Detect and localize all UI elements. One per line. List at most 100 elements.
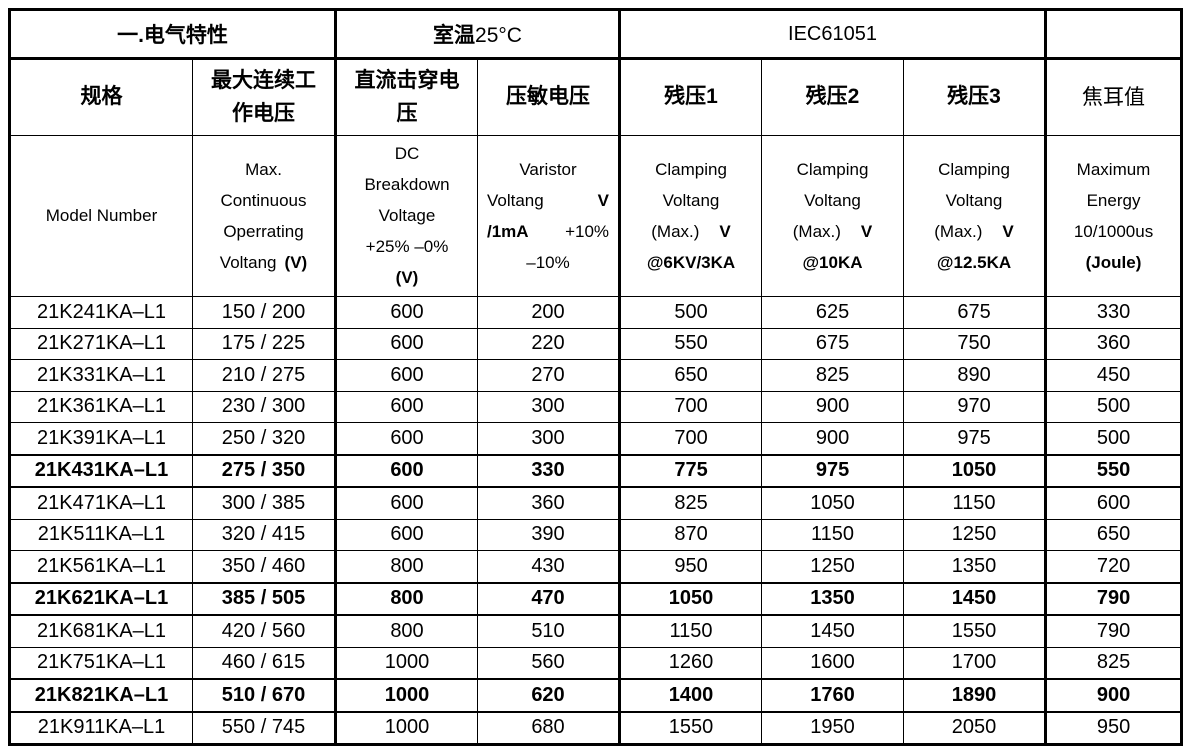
col-header-clamping-3: 残压3 (903, 58, 1048, 136)
value-cell: 500 (1045, 390, 1183, 423)
value-cell: 900 (761, 422, 905, 455)
subheader-text: V (597, 190, 610, 210)
subheader-text: Clamping (655, 159, 727, 179)
subheader-text: Max. (245, 159, 282, 179)
value-cell: 1260 (619, 646, 763, 680)
value-cell: 500 (619, 296, 763, 329)
value-cell: 1890 (903, 678, 1048, 713)
value-cell: 450 (1045, 359, 1183, 392)
col-subheader-model: Model Number (9, 135, 193, 297)
subheader-line: (Joule) (1047, 247, 1180, 278)
value-cell: 320 / 415 (192, 518, 337, 551)
subheader-text: Voltang (219, 252, 277, 272)
value-cell: 825 (761, 359, 905, 392)
table-row: 21K431KA–L1 275 / 350 600 330 775 975 1050 550 (9, 453, 1183, 488)
col-header-varistor-voltage: 压敏电压 (476, 58, 622, 136)
subheader-line: (Max.) V (763, 216, 903, 247)
subheader-text: V (1002, 221, 1014, 241)
value-cell: 300 (476, 422, 622, 455)
subheader-line: Voltang (V) (194, 247, 333, 278)
value-cell: 825 (1045, 646, 1183, 680)
value-cell: 950 (1045, 711, 1183, 745)
english-subheader-row: Model Number Max. Continuous Operrating Volt… (9, 135, 1183, 297)
model-number-cell: 21K511KA–L1 (9, 518, 193, 551)
subheader-text: (V) (284, 252, 308, 272)
model-number-cell: 21K391KA–L1 (9, 422, 193, 455)
value-cell: 460 / 615 (192, 646, 337, 680)
model-number-cell: 21K331KA–L1 (9, 359, 193, 392)
col-subheader-clamping-voltage-3: Clamping Voltang (Max.) V @12.5KA (903, 135, 1048, 297)
col-subheader-max-continuous-operating-voltage: Max. Continuous Operrating Voltang (V) (192, 135, 337, 297)
value-cell: 650 (619, 359, 763, 392)
value-cell: 675 (761, 327, 905, 360)
model-number-cell: 21K751KA–L1 (9, 646, 193, 680)
section-header-blank (1045, 9, 1183, 60)
value-cell: 360 (1045, 327, 1183, 360)
subheader-text: V (719, 221, 731, 241)
subheader-text: Breakdown (364, 175, 450, 194)
value-cell: 390 (476, 518, 622, 551)
table-row: 21K621KA–L1 385 / 505 800 470 1050 1350 1450 79… (9, 581, 1183, 616)
subheader-line: Voltage (337, 201, 477, 232)
subheader-text: /1mA (487, 221, 529, 241)
model-number-cell: 21K621KA–L1 (9, 581, 193, 616)
subheader-text: (Joule) (1085, 252, 1142, 272)
subheader-text: Energy (1086, 190, 1141, 210)
model-number-cell: 21K241KA–L1 (9, 296, 193, 329)
value-cell: 550 (619, 327, 763, 360)
value-cell: 1550 (903, 614, 1048, 648)
value-cell: 650 (1045, 518, 1183, 551)
subheader-text: Voltang (804, 190, 861, 210)
value-cell: 975 (761, 453, 905, 488)
value-cell: 700 (619, 390, 763, 423)
table-row: 21K911KA–L1 550 / 745 1000 680 1550 1950 2050 9… (9, 711, 1183, 745)
subheader-text: Voltang (945, 190, 1003, 210)
subheader-text: (Max.) (934, 221, 983, 241)
value-cell: 800 (335, 550, 478, 583)
col-header-clamping-2: 残压2 (761, 58, 905, 136)
value-cell: 790 (1045, 614, 1183, 648)
table-row: 21K471KA–L1 300 / 385 600 360 825 1050 1150 600 (9, 486, 1183, 520)
electrical-characteristics-table: 一.电气特性 室温25°C IEC61051 规格 最大连续工作电压 直流击穿电… (8, 8, 1184, 746)
col-subheader-varistor-voltage: Varistor Voltang V/1mA +10% –10% (476, 135, 622, 297)
value-cell: 1550 (619, 711, 763, 745)
value-cell: 620 (476, 678, 622, 713)
subheader-text: @6KV/3KA (646, 252, 736, 272)
subheader-line: Maximum (1047, 154, 1180, 185)
subheader-line: Voltang (905, 185, 1043, 216)
value-cell: 600 (335, 486, 478, 520)
subheader-text: Voltage (378, 206, 436, 225)
value-cell: 700 (619, 422, 763, 455)
col-header-clamping-1: 残压1 (619, 58, 763, 136)
value-cell: 300 (476, 390, 622, 423)
model-number-cell: 21K471KA–L1 (9, 486, 193, 520)
subheader-line: Varistor (479, 154, 617, 185)
subheader-line: (Max.) V (905, 216, 1043, 247)
value-cell: 2050 (903, 711, 1048, 745)
value-cell: 600 (335, 359, 478, 392)
model-number-cell: 21K561KA–L1 (9, 550, 193, 583)
value-cell: 970 (903, 390, 1048, 423)
subheader-line: Voltang (621, 185, 761, 216)
subheader-text: (Max.) (792, 221, 841, 241)
model-number-cell: 21K821KA–L1 (9, 678, 193, 713)
col-header-model: 规格 (9, 58, 193, 136)
room-temp-value: 25°C (475, 24, 522, 47)
section-header-iec61051: IEC61051 (619, 9, 1048, 60)
value-cell: 975 (903, 422, 1048, 455)
subheader-text: @12.5KA (936, 252, 1012, 272)
value-cell: 600 (335, 390, 478, 423)
value-cell: 600 (335, 422, 478, 455)
subheader-line: Model Number (11, 201, 192, 232)
value-cell: 950 (619, 550, 763, 583)
value-cell: 1000 (335, 711, 478, 745)
value-cell: 1050 (903, 453, 1048, 488)
value-cell: 550 / 745 (192, 711, 337, 745)
value-cell: 1000 (335, 646, 478, 680)
value-cell: 1150 (761, 518, 905, 551)
subheader-line: Voltang V (479, 185, 617, 216)
table-row: 21K361KA–L1 230 / 300 600 300 700 900 970 500 (9, 390, 1183, 423)
value-cell: 720 (1045, 550, 1183, 583)
section-header-room-temperature: 室温25°C (334, 9, 622, 60)
